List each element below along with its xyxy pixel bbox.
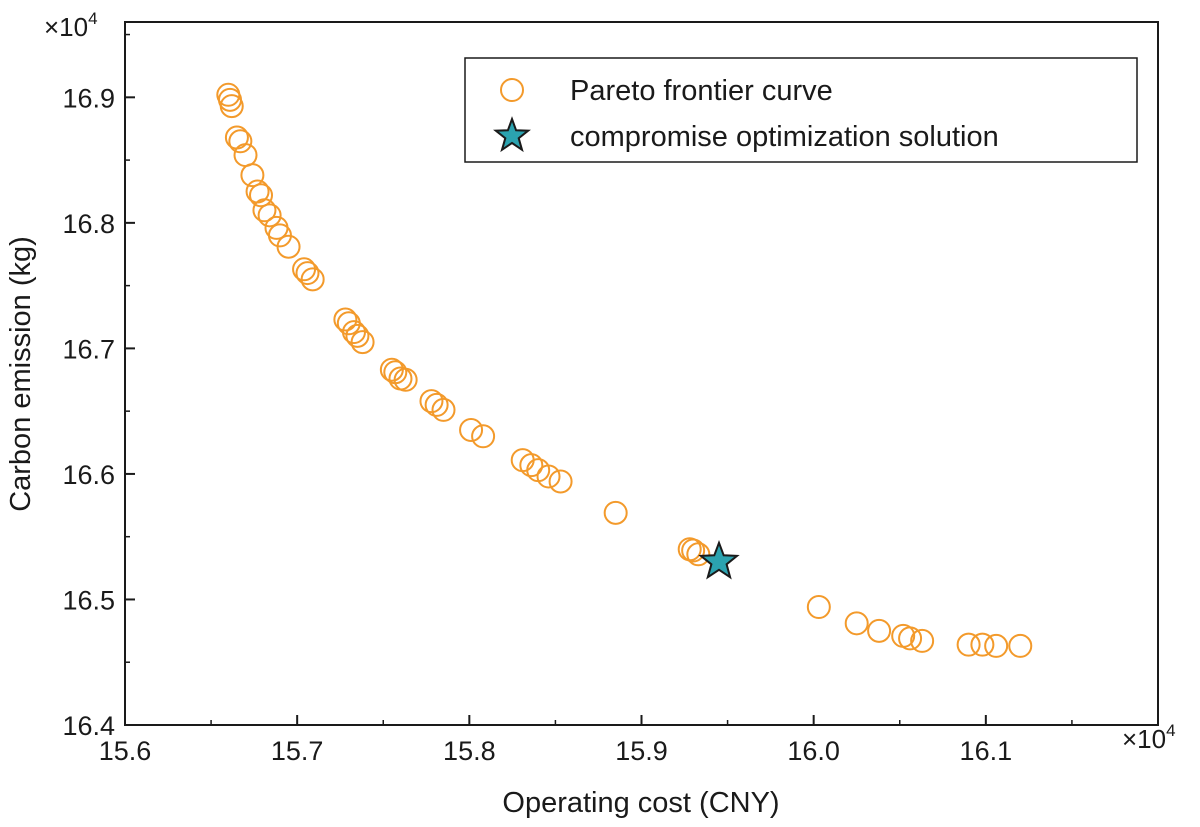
- y-tick-label: 16.6: [62, 460, 115, 490]
- pareto-point: [510, 448, 535, 473]
- pareto-point: [419, 389, 444, 414]
- x-tick-label: 16.0: [787, 736, 840, 766]
- pareto-point: [844, 611, 869, 636]
- pareto-point: [910, 628, 935, 653]
- pareto-point: [603, 500, 628, 525]
- y-tick-label: 16.7: [62, 334, 115, 364]
- pareto-point: [295, 261, 320, 286]
- pareto-point: [867, 618, 892, 643]
- y-multiplier-base: ×10: [44, 12, 88, 42]
- y-tick-label: 16.4: [62, 711, 115, 741]
- x-tick-label: 15.9: [615, 736, 668, 766]
- x-tick-label: 15.7: [271, 736, 324, 766]
- x-multiplier-exponent: 4: [1166, 721, 1175, 740]
- pareto-point: [536, 464, 561, 489]
- x-tick-label: 15.8: [443, 736, 496, 766]
- pareto-point: [350, 330, 375, 355]
- y-multiplier-exponent: 4: [88, 9, 97, 28]
- x-multiplier-base: ×10: [1122, 724, 1166, 754]
- pareto-point: [519, 453, 544, 478]
- pareto-point: [970, 632, 995, 657]
- pareto-point: [431, 397, 456, 422]
- pareto-point: [276, 234, 301, 259]
- y-axis-label: Carbon emission (kg): [5, 236, 37, 512]
- pareto-point: [806, 594, 831, 619]
- pareto-point: [257, 203, 282, 228]
- x-tick-label: 16.1: [960, 736, 1013, 766]
- pareto-point: [252, 198, 277, 223]
- legend: Pareto frontier curve compromise optimiz…: [464, 57, 1138, 163]
- pareto-point: [249, 183, 274, 208]
- y-tick-label: 16.8: [62, 209, 115, 239]
- pareto-point: [345, 323, 370, 348]
- pareto-point: [228, 129, 253, 154]
- pareto-point: [1008, 633, 1033, 658]
- y-tick-label: 16.5: [62, 585, 115, 615]
- pareto-point: [219, 94, 244, 119]
- y-tick-label: 16.9: [62, 83, 115, 113]
- pareto-point: [393, 367, 418, 392]
- pareto-point: [300, 267, 325, 292]
- data-points: [216, 82, 1033, 658]
- pareto-point: [984, 633, 1009, 658]
- legend-marker-compromise: [493, 116, 531, 153]
- pareto-point: [681, 538, 706, 563]
- pareto-point: [240, 163, 265, 188]
- legend-box: [464, 57, 1138, 163]
- legend-label-pareto: Pareto frontier curve: [570, 75, 833, 107]
- compromise-solution-point: [698, 539, 740, 580]
- legend-label-compromise: compromise optimization solution: [570, 121, 999, 153]
- legend-marker-pareto: [500, 78, 524, 102]
- y-multiplier: ×104: [44, 9, 98, 42]
- pareto-point: [548, 469, 573, 494]
- pareto-point: [424, 392, 449, 417]
- pareto-point: [333, 307, 358, 332]
- pareto-point: [898, 626, 923, 651]
- pareto-point: [233, 143, 258, 168]
- pareto-point: [956, 632, 981, 657]
- pareto-point: [459, 417, 484, 442]
- x-tick-label: 15.6: [99, 736, 152, 766]
- y-axis-ticks: 16.4 16.5 16.6 16.7 16.8 16.9: [62, 33, 135, 741]
- x-axis-ticks: 15.6 15.7 15.8 15.9 16.0 16.1: [99, 715, 1073, 766]
- pareto-point: [471, 424, 496, 449]
- x-multiplier: ×104: [1122, 721, 1176, 754]
- pareto-point: [686, 542, 711, 567]
- x-axis-label: Operating cost (CNY): [502, 787, 779, 819]
